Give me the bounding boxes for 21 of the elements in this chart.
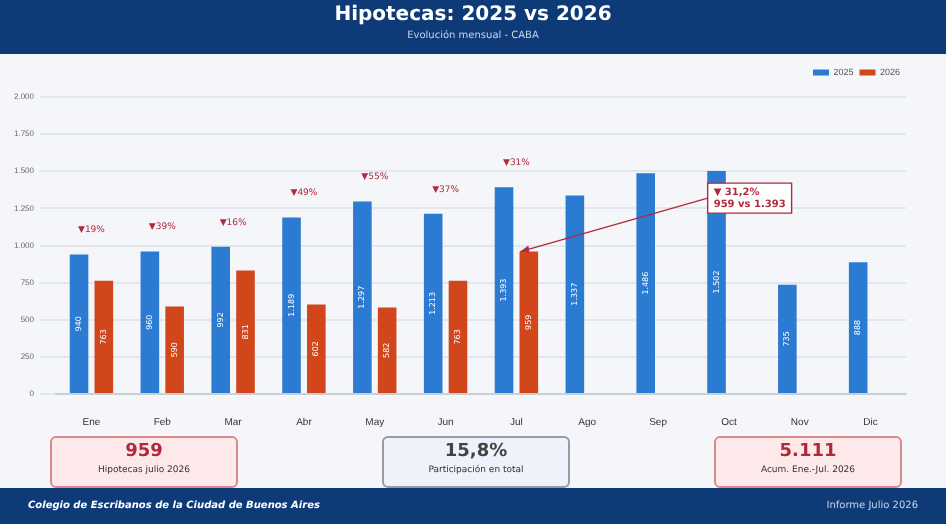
bar: [236, 270, 255, 393]
bar: [636, 173, 655, 393]
bar: [423, 213, 443, 393]
bar: [307, 304, 326, 393]
bar: [565, 195, 585, 393]
bar: [282, 217, 301, 393]
chart-title: Hipotecas: 2025 vs 2026: [332, 4, 614, 26]
bar: [778, 284, 797, 393]
bar: [494, 187, 514, 393]
bar: [140, 251, 160, 393]
bar: [353, 201, 372, 393]
bar: [211, 246, 230, 393]
bar: [377, 307, 397, 393]
bar: [165, 306, 184, 393]
text: 5.111: [777, 442, 839, 462]
text: 959: [123, 442, 165, 462]
bar: [69, 254, 89, 393]
bar: [848, 262, 868, 393]
bar: [94, 280, 114, 393]
text: 15,8%: [442, 442, 510, 462]
bar: [448, 280, 468, 393]
